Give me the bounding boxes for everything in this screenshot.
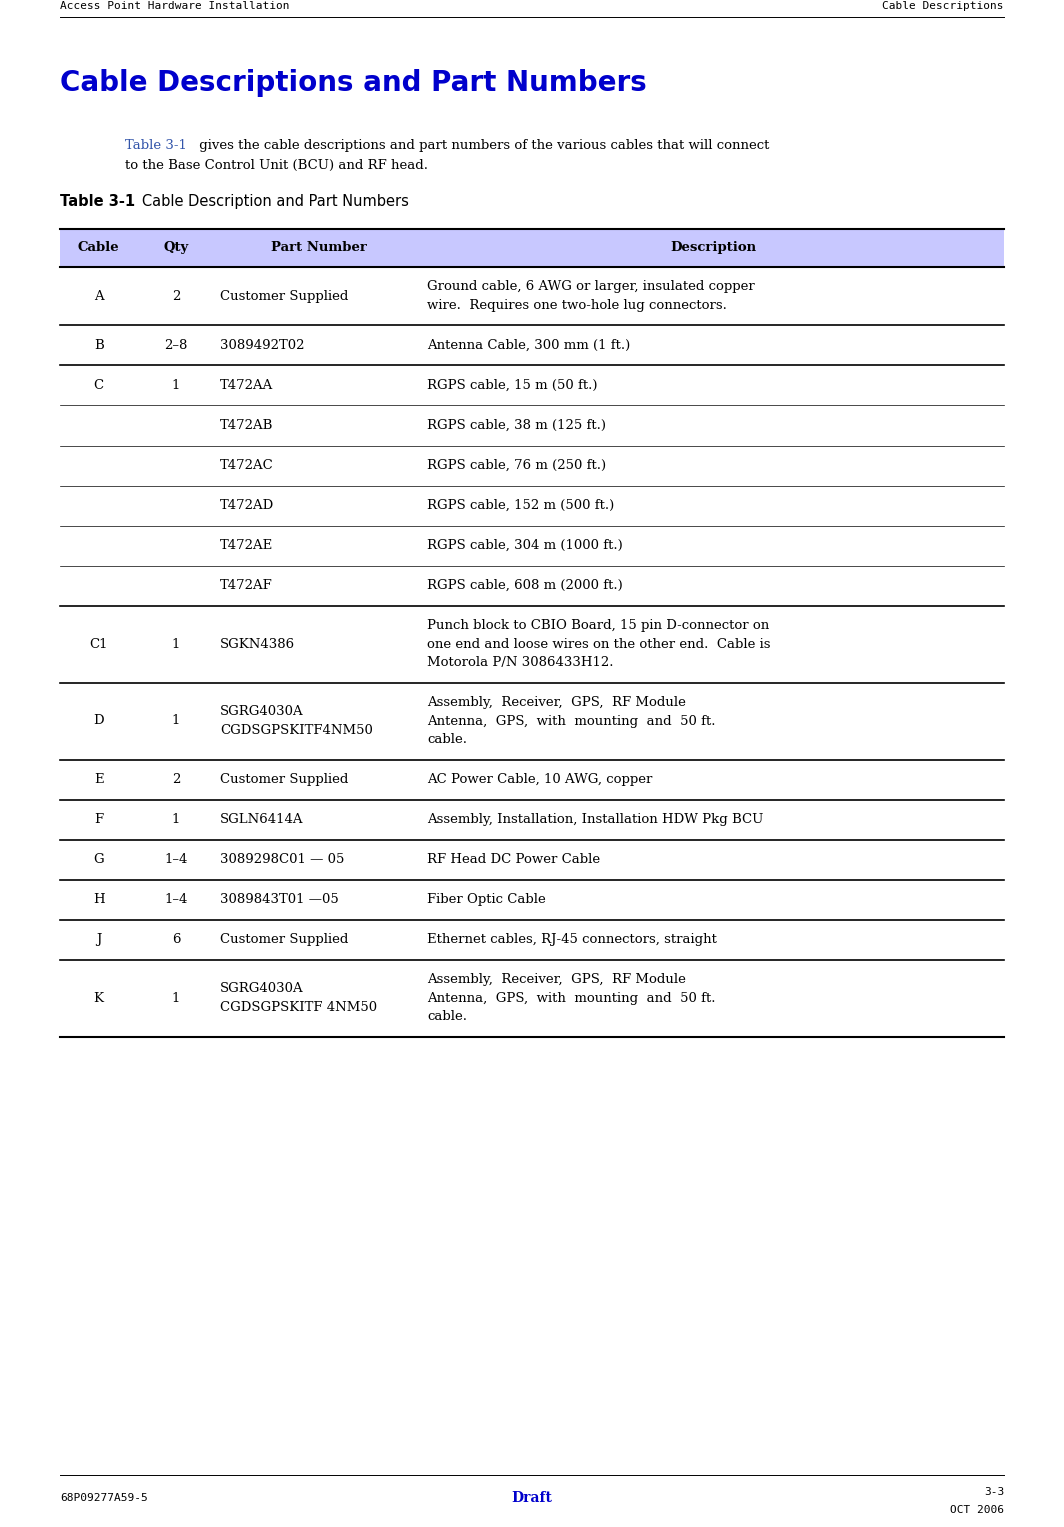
Text: 2: 2 (172, 773, 180, 786)
Text: T472AD: T472AD (220, 499, 275, 512)
Bar (60, 229, 1004, 267)
Text: Motorola P/N 3086433H12.: Motorola P/N 3086433H12. (428, 657, 614, 669)
Text: Ethernet cables, RJ-45 connectors, straight: Ethernet cables, RJ-45 connectors, strai… (428, 933, 717, 947)
Text: 1: 1 (172, 991, 180, 1005)
Text: Antenna,  GPS,  with  mounting  and  50 ft.: Antenna, GPS, with mounting and 50 ft. (428, 715, 716, 727)
Text: cable.: cable. (428, 733, 467, 747)
Text: Table 3-1: Table 3-1 (124, 139, 187, 153)
Text: SGRG4030A: SGRG4030A (220, 705, 303, 718)
Text: Antenna,  GPS,  with  mounting  and  50 ft.: Antenna, GPS, with mounting and 50 ft. (428, 991, 716, 1005)
Text: 3089492T02: 3089492T02 (220, 339, 304, 353)
Text: 1: 1 (172, 812, 180, 826)
Text: Qty: Qty (164, 241, 188, 255)
Text: 1: 1 (172, 715, 180, 727)
Text: wire.  Requires one two-hole lug connectors.: wire. Requires one two-hole lug connecto… (428, 299, 728, 312)
Text: Assembly, Installation, Installation HDW Pkg BCU: Assembly, Installation, Installation HDW… (428, 812, 764, 826)
Text: T472AC: T472AC (220, 460, 273, 472)
Text: 2: 2 (172, 290, 180, 302)
Text: 1: 1 (172, 379, 180, 392)
Text: C: C (94, 379, 104, 392)
Text: Punch block to CBIO Board, 15 pin D-connector on: Punch block to CBIO Board, 15 pin D-conn… (428, 618, 769, 632)
Text: Customer Supplied: Customer Supplied (220, 933, 348, 947)
Text: H: H (93, 893, 104, 906)
Text: RGPS cable, 608 m (2000 ft.): RGPS cable, 608 m (2000 ft.) (428, 579, 624, 592)
Text: Table 3-1: Table 3-1 (60, 194, 135, 209)
Text: RGPS cable, 76 m (250 ft.): RGPS cable, 76 m (250 ft.) (428, 460, 606, 472)
Text: RGPS cable, 304 m (1000 ft.): RGPS cable, 304 m (1000 ft.) (428, 539, 624, 551)
Text: Part Number: Part Number (270, 241, 367, 255)
Text: Assembly,  Receiver,  GPS,  RF Module: Assembly, Receiver, GPS, RF Module (428, 973, 686, 986)
Text: RGPS cable, 38 m (125 ft.): RGPS cable, 38 m (125 ft.) (428, 418, 606, 432)
Text: Description: Description (670, 241, 757, 255)
Text: gives the cable descriptions and part numbers of the various cables that will co: gives the cable descriptions and part nu… (195, 139, 769, 153)
Text: T472AF: T472AF (220, 579, 272, 592)
Text: 3089843T01 —05: 3089843T01 —05 (220, 893, 338, 906)
Text: CGDSGPSKITF 4NM50: CGDSGPSKITF 4NM50 (220, 1000, 377, 1014)
Text: Customer Supplied: Customer Supplied (220, 290, 348, 302)
Text: Access Point Hardware Installation: Access Point Hardware Installation (60, 2, 289, 11)
Text: J: J (96, 933, 101, 947)
Text: CGDSGPSKITF4NM50: CGDSGPSKITF4NM50 (220, 724, 372, 736)
Text: F: F (94, 812, 103, 826)
Text: AC Power Cable, 10 AWG, copper: AC Power Cable, 10 AWG, copper (428, 773, 653, 786)
Text: 3089298C01 — 05: 3089298C01 — 05 (220, 854, 344, 866)
Text: SGRG4030A: SGRG4030A (220, 982, 303, 996)
Text: 1–4: 1–4 (165, 893, 188, 906)
Text: 6: 6 (172, 933, 181, 947)
Text: E: E (94, 773, 103, 786)
Text: 1–4: 1–4 (165, 854, 188, 866)
Text: T472AB: T472AB (220, 418, 273, 432)
Text: SGKN4386: SGKN4386 (220, 637, 295, 651)
Text: Cable Descriptions: Cable Descriptions (882, 2, 1004, 11)
Text: 2–8: 2–8 (165, 339, 188, 353)
Text: A: A (94, 290, 103, 302)
Text: cable.: cable. (428, 1009, 467, 1023)
Text: RGPS cable, 152 m (500 ft.): RGPS cable, 152 m (500 ft.) (428, 499, 615, 512)
Text: Customer Supplied: Customer Supplied (220, 773, 348, 786)
Text: D: D (94, 715, 104, 727)
Text: T472AE: T472AE (220, 539, 273, 551)
Text: RGPS cable, 15 m (50 ft.): RGPS cable, 15 m (50 ft.) (428, 379, 598, 392)
Text: Ground cable, 6 AWG or larger, insulated copper: Ground cable, 6 AWG or larger, insulated… (428, 281, 755, 293)
Text: Fiber Optic Cable: Fiber Optic Cable (428, 893, 546, 906)
Text: C1: C1 (89, 637, 107, 651)
Text: Draft: Draft (512, 1490, 552, 1506)
Text: Assembly,  Receiver,  GPS,  RF Module: Assembly, Receiver, GPS, RF Module (428, 696, 686, 709)
Text: to the Base Control Unit (BCU) and RF head.: to the Base Control Unit (BCU) and RF he… (124, 159, 428, 173)
Text: OCT 2006: OCT 2006 (950, 1506, 1004, 1515)
Text: K: K (94, 991, 103, 1005)
Text: RF Head DC Power Cable: RF Head DC Power Cable (428, 854, 600, 866)
Text: one end and loose wires on the other end.  Cable is: one end and loose wires on the other end… (428, 637, 771, 651)
Text: 1: 1 (172, 637, 180, 651)
Text: B: B (94, 339, 103, 353)
Text: T472AA: T472AA (220, 379, 273, 392)
Text: 3-3: 3-3 (984, 1487, 1004, 1496)
Text: SGLN6414A: SGLN6414A (220, 812, 303, 826)
Text: Cable: Cable (78, 241, 119, 255)
Text: 68P09277A59-5: 68P09277A59-5 (60, 1493, 148, 1503)
Text: Cable Descriptions and Part Numbers: Cable Descriptions and Part Numbers (60, 69, 647, 98)
Text: Antenna Cable, 300 mm (1 ft.): Antenna Cable, 300 mm (1 ft.) (428, 339, 631, 353)
Text: Cable Description and Part Numbers: Cable Description and Part Numbers (128, 194, 409, 209)
Text: G: G (94, 854, 104, 866)
